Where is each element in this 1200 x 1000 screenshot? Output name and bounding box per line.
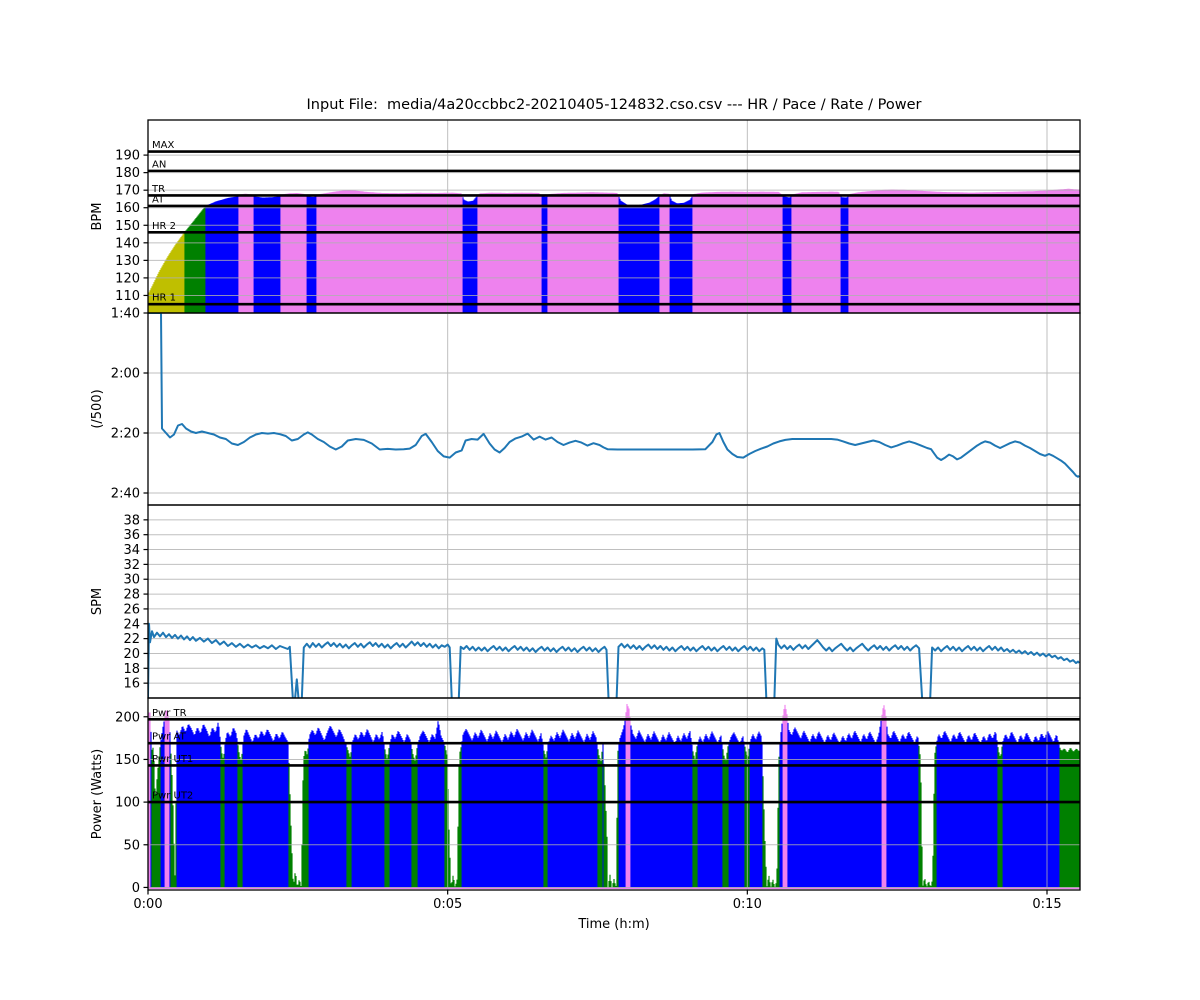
y-tick-label: 190	[115, 149, 140, 164]
x-tick-label: 0:05	[433, 897, 462, 912]
x-axis-label: Time (h:m)	[578, 917, 650, 932]
y-tick-label: 150	[115, 219, 140, 234]
y-tick-label: 32	[123, 558, 140, 573]
y-tick-label: 120	[115, 271, 140, 286]
panel-spm	[148, 505, 1080, 698]
hr-zone-label: HR 2	[152, 221, 176, 232]
hr-zone-label: TR	[151, 184, 165, 195]
hr-y-axis-title: BPM	[90, 203, 105, 231]
y-tick-label: 34	[123, 543, 140, 558]
power-zone-label: Pwr TR	[152, 708, 187, 719]
power-zone-label: Pwr UT1	[152, 754, 193, 765]
x-tick-label: 0:00	[133, 897, 162, 912]
pace-series-line	[148, 313, 1080, 478]
y-tick-label: 160	[115, 201, 140, 216]
y-tick-label: 26	[123, 602, 140, 617]
power-fill-#0000FF	[150, 720, 1060, 888]
y-tick-label: 2:00	[111, 367, 140, 382]
y-tick-label: 22	[123, 632, 140, 647]
spm-series-line	[148, 622, 1080, 698]
y-tick-label: 24	[123, 617, 140, 632]
pace-y-ticks: 1:40 2:00 2:20 2:40	[111, 307, 148, 502]
x-tick-label: 0:10	[733, 897, 762, 912]
y-tick-label: 16	[123, 677, 140, 692]
hr-zone-label: HR 1	[152, 293, 176, 304]
hr-y-ticks: 190 180 170 160 150 140 130 120 110	[115, 149, 148, 304]
x-ticks: 0:00 0:05 0:10 0:15	[133, 890, 1062, 912]
power-fill-#008000	[151, 745, 1080, 888]
y-tick-label: 1:40	[111, 307, 140, 322]
y-tick-label: 28	[123, 588, 140, 603]
y-tick-label: 36	[123, 528, 140, 543]
y-tick-label: 170	[115, 184, 140, 199]
hr-grid	[148, 120, 1080, 313]
y-tick-label: 130	[115, 254, 140, 269]
power-y-axis-title: Power (Watts)	[90, 749, 105, 840]
power-zone-label: Pwr UT2	[152, 791, 193, 802]
spm-spines	[147, 504, 1081, 699]
y-tick-label: 180	[115, 166, 140, 181]
y-tick-label: 0	[132, 881, 140, 896]
hr-zone-label: AN	[152, 159, 166, 170]
power-spines	[147, 697, 1081, 891]
y-tick-label: 200	[115, 710, 140, 725]
y-tick-label: 50	[123, 838, 140, 853]
hr-fill-#0000FF	[205, 195, 849, 313]
hr-fill-#EE82EE	[238, 188, 1080, 313]
spm-y-axis-title: SPM	[90, 588, 105, 615]
power-y-ticks: 200 150 100 50 0	[115, 710, 148, 896]
y-tick-label: 140	[115, 236, 140, 251]
y-tick-label: 30	[123, 573, 140, 588]
hr-fill-#008000	[184, 206, 206, 313]
x-tick-label: 0:15	[1032, 897, 1061, 912]
hr-zone-fill	[148, 188, 1080, 313]
y-tick-label: 100	[115, 796, 140, 811]
panel-pace	[148, 313, 1080, 505]
panel-power: Pwr TR Pwr AT Pwr UT1 Pwr UT2	[148, 698, 1080, 890]
y-tick-label: 2:40	[111, 487, 140, 502]
y-tick-label: 2:20	[111, 427, 140, 442]
power-zone-fill	[148, 704, 1080, 888]
y-tick-label: 150	[115, 753, 140, 768]
chart-title: Input File: media/4a20ccbbc2-20210405-12…	[306, 97, 922, 113]
pace-spines	[147, 312, 1081, 506]
spm-grid	[148, 505, 1080, 698]
y-tick-label: 18	[123, 662, 140, 677]
y-tick-label: 20	[123, 647, 140, 662]
hr-zone-label: MAX	[152, 140, 174, 151]
pace-grid	[148, 313, 1080, 505]
y-tick-label: 38	[123, 513, 140, 528]
pace-y-axis-title: (/500)	[90, 389, 105, 428]
y-tick-label: 110	[115, 289, 140, 304]
hr-zone-label: AT	[152, 194, 165, 205]
power-zone-label: Pwr AT	[152, 732, 187, 743]
